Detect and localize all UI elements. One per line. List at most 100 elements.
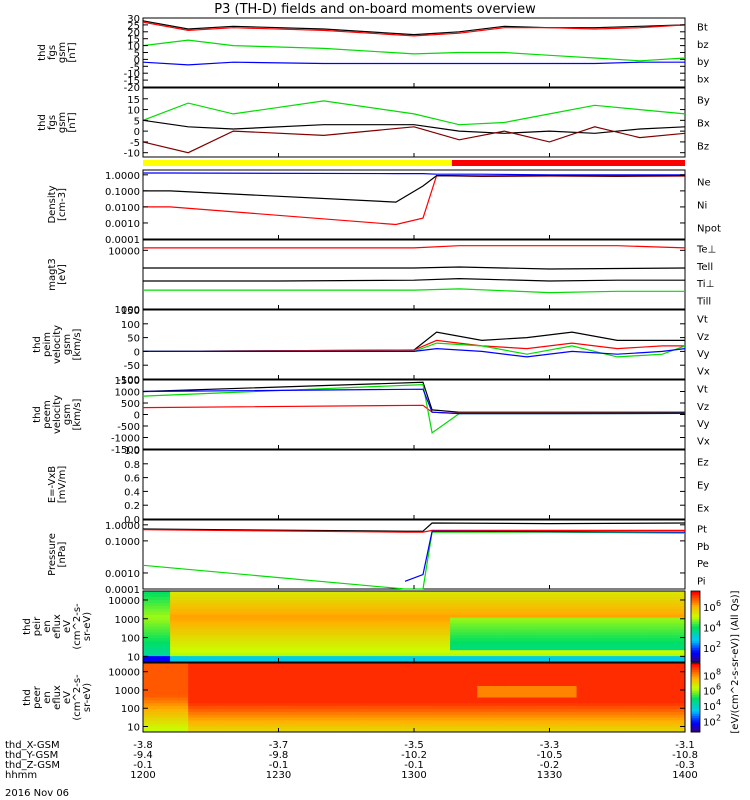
heat-cell xyxy=(386,623,397,627)
heat-cell xyxy=(179,656,189,660)
heat-cell xyxy=(549,683,559,687)
heat-cell xyxy=(377,694,388,698)
heat-cell xyxy=(179,641,189,645)
heat-cell xyxy=(260,617,270,622)
heat-cell xyxy=(350,665,361,670)
heat-cell xyxy=(278,656,288,660)
heat-cell xyxy=(576,711,587,716)
heat-cell xyxy=(621,717,632,721)
heat-cell xyxy=(576,683,587,687)
heat-cell xyxy=(531,688,541,693)
heat-cell xyxy=(549,729,559,733)
heat-cell xyxy=(269,711,279,716)
heat-cell xyxy=(540,706,550,710)
heat-cell xyxy=(504,717,514,721)
heat-cell xyxy=(432,641,442,645)
heat-cell xyxy=(161,663,171,667)
heat-cell xyxy=(468,659,478,663)
heat-cell xyxy=(612,653,623,657)
heat-cell xyxy=(179,714,189,719)
heat-cell xyxy=(603,594,614,598)
heat-cell xyxy=(423,617,433,622)
heat-cell xyxy=(251,599,261,604)
heat-cell xyxy=(296,671,307,675)
heat-cell xyxy=(495,706,505,710)
heat-cell xyxy=(359,611,370,616)
heat-cell xyxy=(260,680,270,684)
heat-cell xyxy=(296,626,307,630)
heat-cell xyxy=(395,697,406,701)
heat-cell xyxy=(621,614,632,619)
heat-cell xyxy=(350,709,361,713)
heat-cell xyxy=(558,644,568,648)
heat-cell xyxy=(197,697,207,701)
heat-cell xyxy=(269,602,279,607)
heat-cell xyxy=(477,671,487,675)
heat-cell xyxy=(395,623,406,627)
heat-cell xyxy=(179,632,189,636)
heat-cell xyxy=(603,620,614,625)
heat-cell xyxy=(188,691,198,696)
heat-cell xyxy=(215,638,225,642)
heat-cell xyxy=(377,611,388,616)
heat-cell xyxy=(432,647,442,651)
heat-cell xyxy=(350,594,361,598)
heat-cell xyxy=(558,683,568,687)
heat-cell xyxy=(531,665,541,670)
heat-cell xyxy=(350,671,361,675)
heat-cell xyxy=(278,691,288,696)
heat-cell xyxy=(441,632,451,636)
heat-cell xyxy=(386,706,397,710)
heat-cell xyxy=(278,659,288,663)
heat-cell xyxy=(630,608,641,613)
heat-cell xyxy=(432,709,442,713)
heat-cell xyxy=(341,656,352,660)
heat-cell xyxy=(161,596,171,601)
heat-cell xyxy=(386,641,397,645)
heat-cell xyxy=(495,614,505,619)
heat-cell xyxy=(648,599,659,604)
heat-cell xyxy=(170,599,180,604)
heat-cell xyxy=(567,626,578,630)
heat-cell xyxy=(522,709,532,713)
heat-cell xyxy=(441,653,451,657)
heat-cell xyxy=(477,629,487,633)
heat-cell xyxy=(260,697,270,701)
heat-cell xyxy=(666,717,677,721)
heat-cell xyxy=(296,614,307,619)
heat-cell xyxy=(296,668,307,673)
heat-cell xyxy=(621,641,632,645)
heat-cell xyxy=(224,663,234,667)
heat-cell xyxy=(450,714,460,719)
heat-cell xyxy=(621,608,632,613)
heat-cell xyxy=(215,608,225,613)
heat-cell xyxy=(251,697,261,701)
heat-cell xyxy=(233,714,243,719)
heat-cell xyxy=(350,656,361,660)
heat-cell xyxy=(522,653,532,657)
heat-cell xyxy=(386,694,397,698)
heat-cell xyxy=(450,632,460,636)
heat-cell xyxy=(486,668,496,673)
heat-cell xyxy=(359,729,370,733)
heat-cell xyxy=(233,680,243,684)
heat-cell xyxy=(332,711,343,716)
heat-cell xyxy=(567,714,578,719)
heat-cell xyxy=(260,641,270,645)
heat-cell xyxy=(567,671,578,675)
heat-cell xyxy=(161,617,171,622)
colorbar-cell xyxy=(691,647,700,651)
heat-cell xyxy=(296,665,307,670)
heat-cell xyxy=(188,703,198,707)
heat-cell xyxy=(314,677,325,681)
heat-cell xyxy=(161,653,171,657)
heat-cell xyxy=(341,632,352,636)
heat-cell xyxy=(468,647,478,651)
heat-cell xyxy=(188,635,198,639)
heat-cell xyxy=(368,659,379,663)
heat-cell xyxy=(513,644,523,648)
heat-cell xyxy=(477,703,487,707)
heat-cell xyxy=(657,729,668,733)
heat-cell xyxy=(666,594,677,598)
heat-cell xyxy=(603,632,614,636)
